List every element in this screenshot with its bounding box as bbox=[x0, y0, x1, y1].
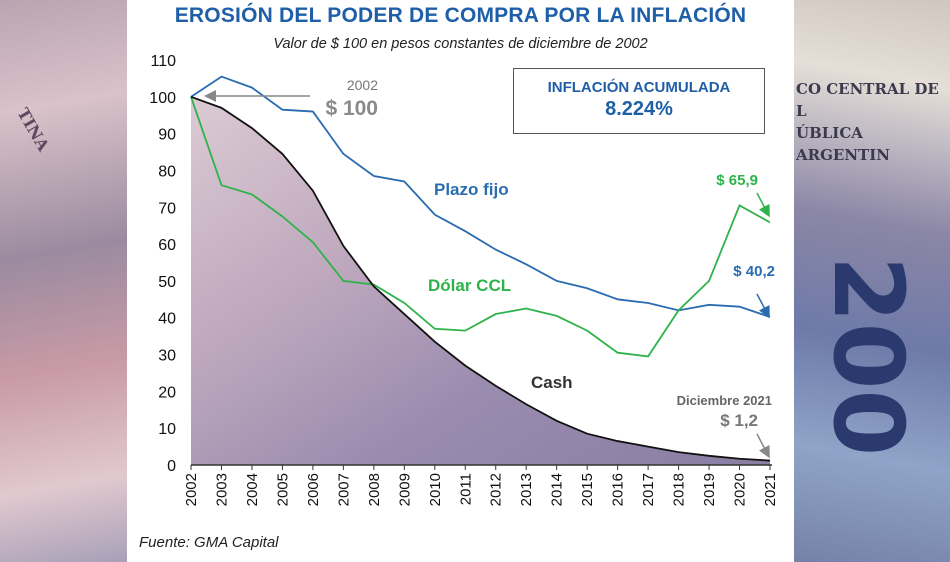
inflation-box-value: 8.224% bbox=[605, 98, 673, 120]
x-tick-label: 2012 bbox=[488, 473, 505, 506]
source-note: Fuente: GMA Capital bbox=[139, 534, 279, 551]
x-tick-label: 2020 bbox=[732, 473, 749, 506]
y-tick-label: 40 bbox=[158, 311, 176, 328]
x-tick-label: 2008 bbox=[366, 473, 383, 506]
annotation-ccl-end: $ 65,9 bbox=[716, 172, 758, 189]
y-tick-label: 30 bbox=[158, 348, 176, 365]
left-banknote-image: TINA bbox=[0, 0, 130, 562]
y-tick-label: 50 bbox=[158, 274, 176, 291]
annotation-end-date: Diciembre 2021 bbox=[677, 393, 772, 408]
inflation-box-label: INFLACIÓN ACUMULADA bbox=[547, 79, 731, 96]
x-tick-label: 2013 bbox=[518, 473, 535, 506]
series-label-plazo-fijo: Plazo fijo bbox=[434, 180, 509, 199]
x-tick-label: 2014 bbox=[549, 473, 566, 506]
x-tick-label: 2005 bbox=[274, 473, 291, 506]
right-bill-line-1: CO CENTRAL DE L bbox=[796, 80, 939, 120]
right-bill-line-2: ÚBLICA ARGENTIN bbox=[796, 124, 890, 164]
x-tick-label: 2017 bbox=[640, 473, 657, 506]
x-tick-label: 2010 bbox=[427, 473, 444, 506]
annotation-start-year: 2002 bbox=[347, 77, 378, 93]
y-tick-label: 100 bbox=[149, 90, 176, 107]
x-tick-label: 2006 bbox=[305, 473, 322, 506]
y-tick-label: 110 bbox=[150, 53, 176, 70]
series-line-d-lar-ccl bbox=[190, 96, 771, 358]
annotation-cash-arrow bbox=[756, 433, 770, 459]
x-tick-label: 2015 bbox=[579, 473, 596, 506]
x-tick-label: 2003 bbox=[213, 473, 230, 506]
y-tick-label: 0 bbox=[167, 458, 176, 475]
cash-area-banknote-fill bbox=[191, 96, 770, 466]
annotation-plazo-arrow bbox=[756, 293, 770, 319]
series-label-cash: Cash bbox=[531, 373, 573, 392]
annotation-cash-end: $ 1,2 bbox=[720, 411, 758, 430]
annotation-start-value: $ 100 bbox=[325, 97, 378, 120]
x-tick-label: 2021 bbox=[762, 473, 779, 506]
x-tick-label: 2018 bbox=[671, 473, 688, 506]
series-line-plazo-fijo bbox=[190, 75, 771, 318]
x-tick-label: 2007 bbox=[335, 473, 352, 506]
y-tick-label: 80 bbox=[158, 163, 176, 180]
annotations: 2002 $ 100 $ 65,9 $ 40,2 Diciembre 2021 $ 1,2 bbox=[204, 77, 775, 459]
y-tick-label: 70 bbox=[158, 200, 176, 217]
y-tick-label: 20 bbox=[158, 384, 176, 401]
chart-title: EROSIÓN DEL PODER DE COMPRA POR LA INFLA… bbox=[174, 4, 747, 27]
x-tick-label: 2019 bbox=[701, 473, 718, 506]
series-label-d-lar-ccl: Dólar CCL bbox=[428, 276, 511, 295]
right-banknote-image: CO CENTRAL DE L ÚBLICA ARGENTIN 200 bbox=[792, 0, 950, 562]
y-tick-label: 90 bbox=[158, 127, 176, 144]
x-tick-label: 2004 bbox=[244, 473, 261, 506]
series-line-cash bbox=[190, 95, 771, 462]
axes: 0 10 20 30 40 50 60 70 80 90 100 110 2002 2003 2004 200… bbox=[149, 53, 779, 506]
x-tick-label: 2011 bbox=[457, 473, 474, 505]
y-tick-label: 60 bbox=[158, 237, 176, 254]
right-bill-text: CO CENTRAL DE L ÚBLICA ARGENTIN bbox=[796, 78, 946, 166]
inflation-box: INFLACIÓN ACUMULADA 8.224% bbox=[513, 68, 765, 134]
y-tick-label: 10 bbox=[158, 421, 176, 438]
x-tick-label: 2009 bbox=[396, 473, 413, 506]
x-tick-label: 2002 bbox=[183, 473, 200, 506]
chart-subtitle: Valor de $ 100 en pesos constantes de di… bbox=[273, 36, 648, 52]
annotation-ccl-arrow bbox=[756, 192, 770, 218]
series-lines: Plazo fijo Dólar CCL Cash bbox=[190, 75, 771, 462]
annotation-plazo-end: $ 40,2 bbox=[733, 263, 775, 280]
x-tick-label: 2016 bbox=[610, 473, 627, 506]
